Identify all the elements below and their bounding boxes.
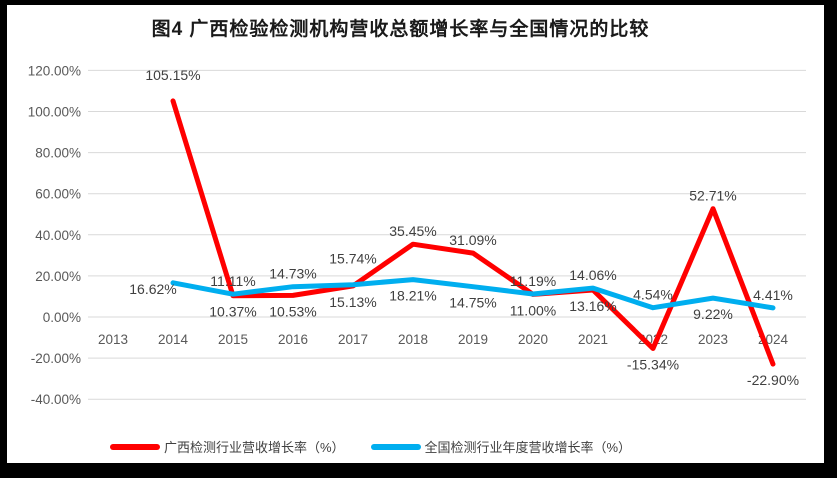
y-axis-tick-label: 60.00% xyxy=(35,187,81,202)
data-label: 35.45% xyxy=(389,223,436,239)
series-line-1 xyxy=(170,277,776,311)
y-axis-tick-label: 100.00% xyxy=(28,105,81,120)
x-axis-label: 2019 xyxy=(458,332,488,347)
chart-title: 图4 广西检验检测机构营收总额增长率与全国情况的比较 xyxy=(151,19,650,40)
y-axis-tick-label: -20.00% xyxy=(31,351,81,366)
data-label: 13.16% xyxy=(569,298,616,314)
y-axis-tick-label: 0.00% xyxy=(43,310,81,325)
x-axis-label: 2013 xyxy=(98,332,128,347)
red-line-swatch xyxy=(109,443,160,450)
data-label: 14.06% xyxy=(569,267,616,283)
legend-item-guangxi: 广西检测行业营收增长率（%） xyxy=(109,437,345,456)
data-label: 11.11% xyxy=(210,273,255,289)
legend-label-guangxi: 广西检测行业营收增长率（%） xyxy=(163,440,345,455)
x-axis-label: 2023 xyxy=(698,332,728,347)
data-label: 11.19% xyxy=(510,273,556,289)
data-label: 18.21% xyxy=(389,288,436,304)
x-axis-label: 2017 xyxy=(338,332,368,347)
data-label: 4.54% xyxy=(633,287,673,303)
y-axis-tick-label: -40.00% xyxy=(31,392,81,407)
chart-page: 图4 广西检验检测机构营收总额增长率与全国情况的比较 120.00% 100.00… xyxy=(7,5,824,463)
y-axis-tick-label: 40.00% xyxy=(35,228,81,243)
data-label: 15.74% xyxy=(329,251,376,267)
data-label: 16.62% xyxy=(129,281,176,297)
data-label: 52.71% xyxy=(689,188,736,204)
legend-item-national: 全国检测行业年度营收增长率（%） xyxy=(370,437,632,456)
line-chart: 120.00% 100.00% 80.00% 60.00% 40.00% 20.00% 0.… xyxy=(28,63,806,407)
blue-line-swatch xyxy=(370,443,421,450)
x-axis-label: 2021 xyxy=(578,332,608,347)
chart-legend: 广西检测行业营收增长率（%） 全国检测行业年度营收增长率（%） xyxy=(7,437,824,456)
data-label: 14.75% xyxy=(449,295,496,311)
data-label: 105.15% xyxy=(145,67,200,83)
series-line-0 xyxy=(170,98,776,367)
data-label: 4.41% xyxy=(753,287,793,303)
data-label: 15.13% xyxy=(329,294,376,310)
x-axis-label: 2018 xyxy=(398,332,428,347)
y-axis-tick-label: 120.00% xyxy=(28,63,81,78)
x-axis-label: 2015 xyxy=(218,332,248,347)
y-axis-tick-label: 80.00% xyxy=(35,146,81,161)
data-label: 9.22% xyxy=(693,306,733,322)
data-label: 14.73% xyxy=(269,266,316,282)
x-axis-label: 2016 xyxy=(278,332,308,347)
x-axis-label: 2020 xyxy=(518,332,548,347)
x-axis-label: 2014 xyxy=(158,332,189,347)
data-label: -15.34% xyxy=(627,357,679,373)
data-label: 11.00% xyxy=(510,302,556,318)
data-label: 31.09% xyxy=(449,232,496,248)
data-label: 10.37% xyxy=(209,304,256,320)
legend-label-national: 全国检测行业年度营收增长率（%） xyxy=(424,440,632,455)
y-axis-tick-label: 20.00% xyxy=(35,269,81,284)
data-label: 10.53% xyxy=(269,303,316,319)
data-label: -22.90% xyxy=(747,372,799,388)
